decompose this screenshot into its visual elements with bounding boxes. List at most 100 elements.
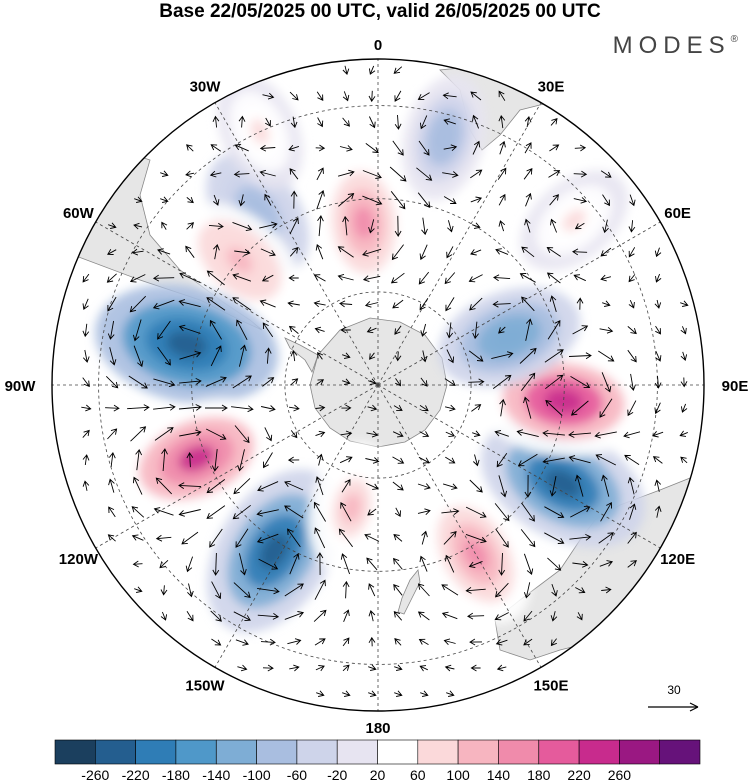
wind-arrow	[470, 196, 483, 203]
wind-arrow	[107, 428, 118, 440]
wind-arrow	[316, 552, 324, 576]
wind-arrow	[520, 372, 536, 391]
wind-arrow	[288, 144, 300, 152]
wind-arrow	[389, 166, 407, 182]
wind-arrow	[549, 295, 557, 313]
wind-arrow	[574, 144, 587, 152]
wind-arrow	[572, 248, 588, 256]
colorbar-swatch	[457, 739, 499, 765]
wind-arrow	[362, 248, 382, 257]
wind-arrow	[542, 457, 565, 465]
anomaly-contour	[342, 493, 362, 523]
wind-arrow	[391, 244, 404, 261]
wind-vectors	[81, 65, 689, 697]
wind-arrow	[289, 404, 300, 412]
wind-arrow	[465, 533, 487, 544]
wind-arrow	[105, 375, 119, 389]
wind-arrow	[313, 300, 326, 308]
colorbar-tick: -260	[81, 767, 109, 783]
wind-arrow	[289, 217, 299, 235]
wind-arrow	[390, 191, 406, 210]
wind-arrow	[443, 118, 456, 125]
wind-arrow	[316, 91, 324, 102]
wind-arrow	[417, 611, 430, 621]
wind-arrow	[206, 297, 226, 311]
meridian-line	[377, 221, 661, 386]
wind-arrow	[519, 273, 536, 283]
wind-arrow	[444, 404, 456, 412]
longitude-label: 60W	[63, 205, 95, 222]
wind-arrow	[366, 557, 378, 571]
wind-arrow	[446, 349, 455, 364]
wind-arrow	[549, 476, 557, 497]
anomaly-contour	[544, 469, 582, 498]
wind-arrow	[315, 144, 326, 152]
wind-arrow	[390, 272, 405, 284]
colorbar-tick: -220	[122, 767, 150, 783]
wind-arrow	[468, 378, 485, 386]
wind-arrow	[317, 117, 324, 128]
wind-arrow	[288, 274, 299, 282]
wind-arrow	[419, 115, 428, 130]
latitude-circle	[98, 105, 658, 665]
wind-arrow	[342, 352, 351, 359]
wind-arrow	[107, 534, 116, 542]
colorbar-swatch	[659, 739, 701, 765]
wind-arrow	[546, 247, 561, 257]
reference-vector-label: 30	[667, 683, 681, 697]
wind-arrow	[549, 144, 560, 152]
wind-arrow	[362, 170, 382, 179]
wind-arrow	[394, 351, 402, 362]
wind-arrow	[132, 560, 143, 568]
wind-arrow	[186, 222, 195, 230]
wind-arrow	[572, 561, 589, 568]
wind-arrow	[337, 246, 354, 258]
wind-arrow	[524, 142, 532, 154]
wind-arrow	[394, 690, 403, 697]
wind-arrow	[289, 552, 300, 575]
wind-arrow	[443, 144, 458, 152]
wind-arrow	[342, 378, 351, 385]
wind-arrow	[362, 195, 383, 206]
wind-arrow	[680, 326, 687, 335]
wind-arrow	[550, 218, 558, 233]
wind-arrow	[260, 638, 276, 646]
wind-arrow	[284, 611, 305, 620]
anomaly-contour	[493, 326, 525, 349]
wind-arrow	[472, 321, 479, 340]
wind-arrow	[232, 221, 253, 232]
wind-arrow	[339, 145, 353, 152]
wind-arrow	[213, 194, 220, 206]
wind-arrow	[337, 169, 355, 177]
wind-arrow	[338, 193, 355, 207]
wind-arrow	[259, 299, 276, 308]
wind-arrow	[524, 218, 531, 233]
reference-vector: 30	[648, 683, 699, 712]
wind-arrow	[341, 404, 352, 412]
wind-arrow	[206, 270, 225, 286]
wind-arrow	[153, 507, 174, 516]
wind-arrow	[81, 404, 92, 412]
wind-arrow	[237, 449, 245, 472]
wind-arrow	[569, 533, 592, 541]
wind-arrow	[316, 189, 325, 210]
wind-arrow	[523, 610, 533, 622]
wind-arrow	[394, 325, 402, 335]
longitude-label: 150W	[185, 678, 225, 695]
wind-arrow	[392, 431, 404, 438]
wind-arrow	[471, 404, 482, 412]
wind-arrow	[343, 609, 350, 622]
longitude-label: 120E	[660, 551, 695, 568]
wind-arrow	[419, 431, 430, 438]
wind-arrow	[134, 196, 143, 203]
wind-arrow	[315, 243, 324, 260]
antarctica-land	[309, 317, 448, 448]
wind-arrow	[492, 300, 511, 308]
wind-arrow	[447, 220, 454, 233]
wind-arrow	[211, 449, 219, 472]
anomaly-contour	[353, 206, 374, 239]
wind-arrow	[600, 170, 612, 178]
wind-arrow	[157, 346, 171, 366]
wind-arrow	[516, 429, 539, 438]
wind-arrow	[446, 322, 454, 339]
